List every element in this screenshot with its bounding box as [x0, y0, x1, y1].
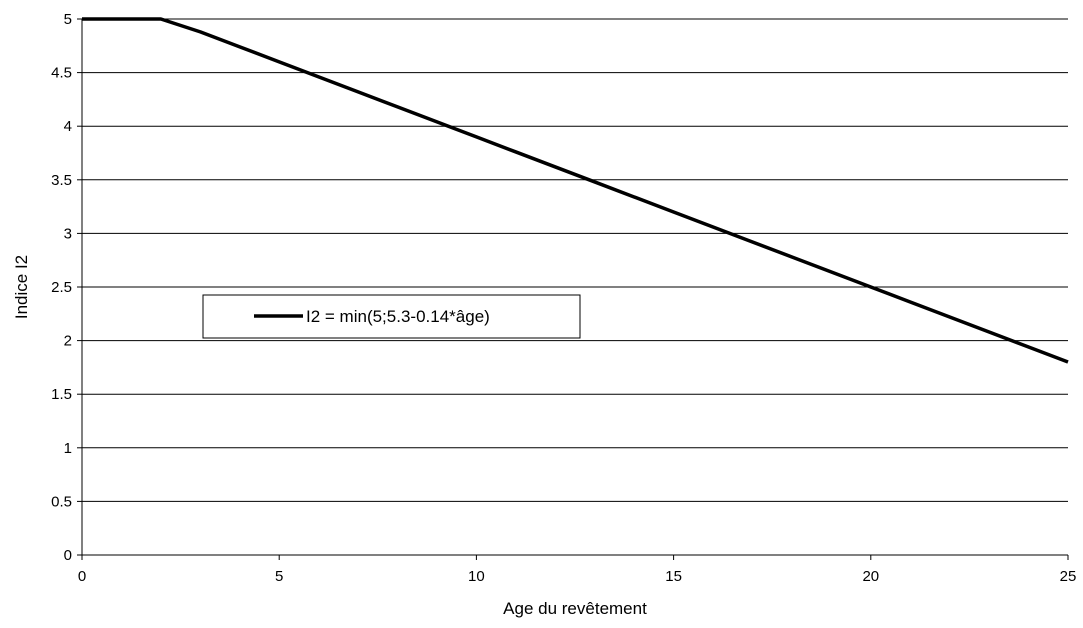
y-tick-label: 2: [64, 333, 72, 350]
gridlines: [82, 18, 1068, 502]
y-tick-label: 1: [64, 440, 72, 457]
x-tick-label: 25: [1060, 568, 1077, 585]
y-tick-label: 3: [64, 225, 72, 242]
series-lines: [82, 17, 1069, 364]
axis-ticks: 0 0.5 1 1.5 2 2.5 3 3.5 4 4.5 5 0 5 10 15 20 25: [51, 11, 1076, 585]
x-tick-label: 5: [275, 568, 283, 585]
x-tick-label: 15: [665, 568, 682, 585]
y-tick-label: 1.5: [51, 386, 72, 403]
series-line: [82, 17, 1069, 364]
y-tick-label: 2.5: [51, 279, 72, 296]
x-tick-label: 0: [78, 568, 86, 585]
y-tick-label: 4.5: [51, 65, 72, 82]
y-tick-label: 0: [64, 547, 72, 564]
y-tick-label: 4: [64, 118, 72, 135]
y-tick-label: 0.5: [51, 493, 72, 510]
x-tick-label: 20: [862, 568, 879, 585]
x-tick-label: 10: [468, 568, 485, 585]
y-tick-label: 3.5: [51, 172, 72, 189]
y-tick-label: 5: [64, 11, 72, 28]
y-axis-title: Indice I2: [12, 255, 31, 319]
legend-label: I2 = min(5;5.3-0.14*âge): [306, 307, 490, 326]
x-axis-title: Age du revêtement: [503, 599, 647, 618]
legend: I2 = min(5;5.3-0.14*âge): [202, 294, 581, 339]
